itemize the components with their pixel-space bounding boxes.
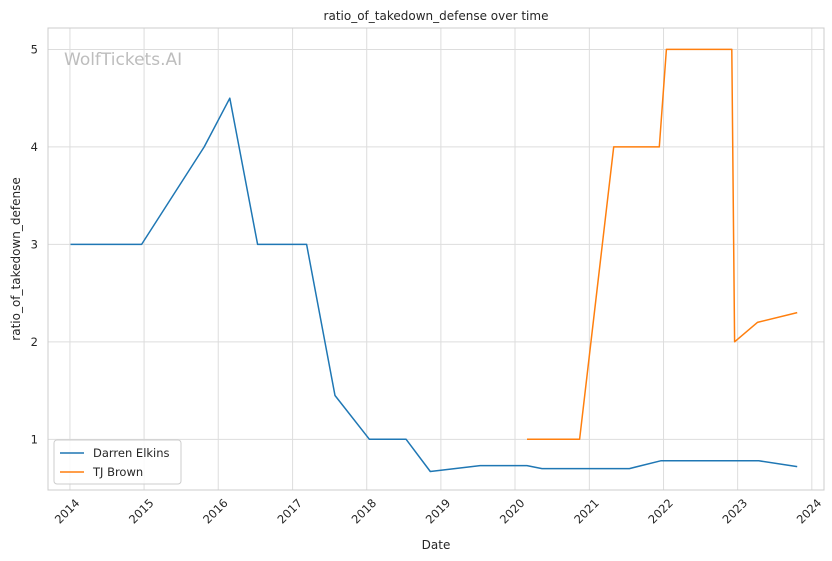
legend-label-tj-brown: TJ Brown	[92, 465, 143, 479]
x-tick-label-2014: 2014	[52, 496, 83, 527]
y-gridlines	[48, 48, 824, 440]
y-tick-label-3: 3	[31, 237, 38, 251]
legend-box	[53, 439, 182, 485]
y-tick-label-5: 5	[31, 42, 38, 56]
y-tick-label-1: 1	[31, 432, 38, 446]
x-tick-label-2023: 2023	[720, 496, 751, 527]
legend-label-darren-elkins: Darren Elkins	[93, 446, 170, 460]
x-tick-label-2021: 2021	[571, 496, 602, 527]
x-tick-label-2016: 2016	[200, 496, 231, 527]
y-tick-label-4: 4	[31, 140, 38, 154]
x-tick-label-2017: 2017	[274, 496, 305, 527]
series-line-tj-brown	[527, 48, 798, 441]
x-tick-label-2019: 2019	[423, 496, 454, 527]
legend: Darren Elkins TJ Brown	[53, 439, 182, 485]
watermark-text: WolfTickets.AI	[64, 50, 182, 70]
y-tick-label-2: 2	[31, 335, 38, 349]
chart-title: ratio_of_takedown_defense over time	[324, 9, 549, 23]
y-tick-labels: 1 2 3 4 5	[31, 42, 38, 446]
y-axis-label: ratio_of_takedown_defense	[9, 177, 23, 340]
series-layer	[70, 48, 798, 473]
x-tick-label-2020: 2020	[497, 496, 528, 527]
x-gridlines	[69, 28, 813, 490]
x-tick-label-2018: 2018	[349, 496, 380, 527]
x-tick-labels: 2014 2015 2016 2017 2018 2019 2020 2021 2022 2023…	[52, 496, 824, 527]
x-axis-label: Date	[422, 538, 451, 552]
x-tick-label-2015: 2015	[126, 496, 157, 527]
x-tick-label-2024: 2024	[794, 496, 825, 527]
x-tick-label-2022: 2022	[645, 496, 676, 527]
series-line-darren-elkins	[70, 97, 798, 473]
plot-frame	[47, 27, 825, 491]
